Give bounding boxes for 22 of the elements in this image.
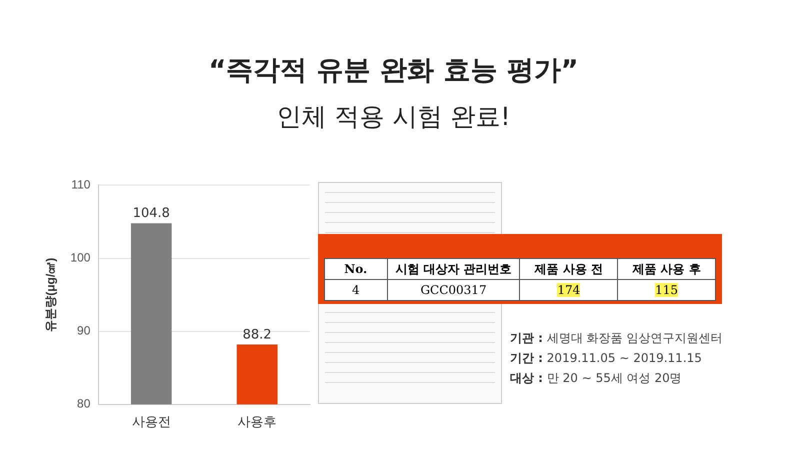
text: 115	[655, 283, 678, 297]
text: 시험 대상자 관리번호	[395, 262, 512, 276]
text: 제품 사용 전	[534, 262, 604, 276]
y-tick-label: 80	[77, 396, 91, 411]
text: 기관 : 세명대 화장품 임상연구지원센터	[510, 330, 722, 347]
y-tick-label: 100	[70, 250, 91, 265]
y-tick-label: 110	[71, 178, 91, 192]
x-tick-label: 사용후	[238, 414, 277, 429]
y-axis-title: 유분량(μg/㎠)	[44, 258, 58, 332]
text: “즉각적 유분 완화 효능 평가”	[207, 54, 580, 88]
text: 제품 사용 후	[632, 262, 701, 276]
data-label: 104.8	[132, 206, 170, 222]
text: GCC00317	[420, 283, 487, 297]
text: 대상 : 만 20 ~ 55세 여성 20명	[510, 370, 683, 387]
text: 기간 : 2019.11.05 ~ 2019.11.15	[510, 350, 703, 367]
text: 174	[557, 283, 580, 297]
text: 인체 적용 시험 완료!	[276, 101, 512, 133]
x-tick-label: 사용전	[132, 414, 171, 429]
data-label: 88.2	[242, 327, 272, 342]
text: No.	[344, 262, 368, 276]
text: 4	[352, 283, 360, 297]
y-tick-label: 90	[77, 324, 91, 338]
